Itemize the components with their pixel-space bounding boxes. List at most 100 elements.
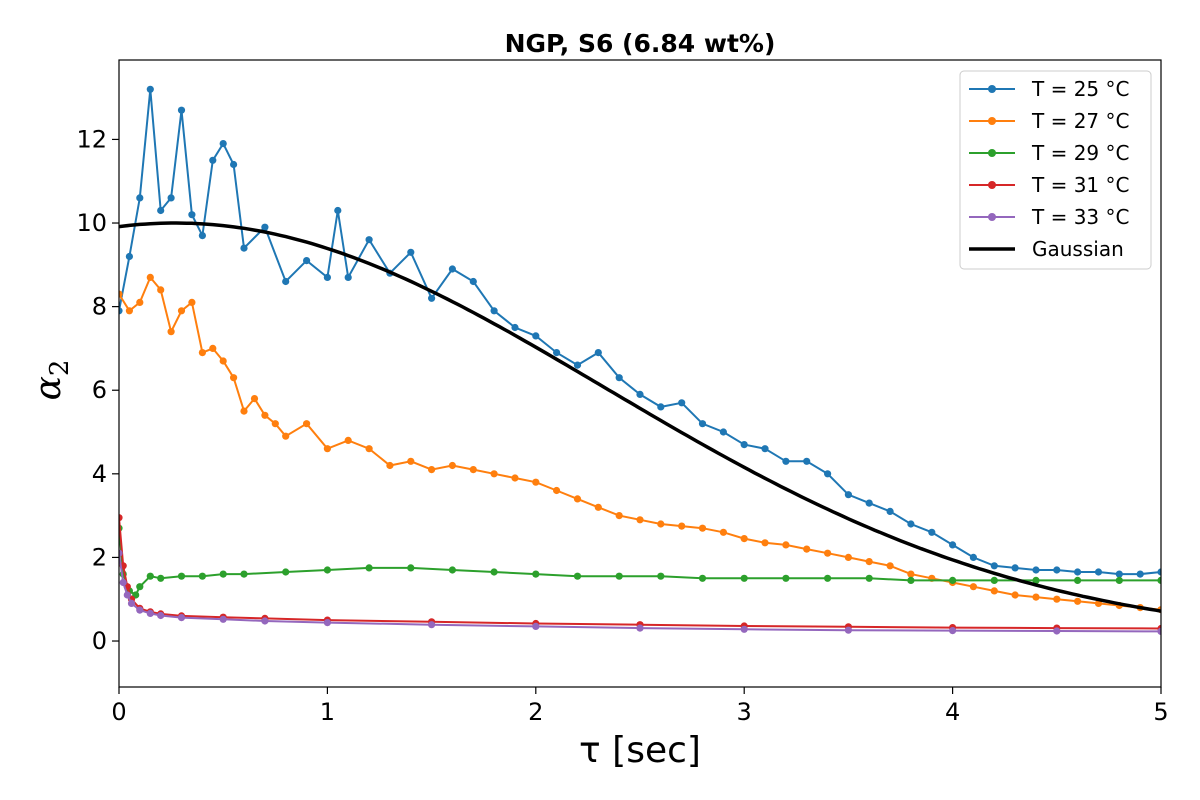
x-axis: 0 1 2 3 4 5 (111, 687, 1169, 726)
data-point (282, 568, 290, 576)
data-point (907, 520, 915, 528)
y-axis-label-sub: 2 (45, 360, 75, 377)
data-point (865, 499, 873, 507)
data-point (323, 445, 331, 453)
data-point (157, 206, 165, 215)
y-axis-label: α2 (28, 360, 75, 401)
legend-marker (988, 117, 996, 125)
data-point (1136, 570, 1144, 578)
data-point (949, 541, 957, 549)
data-point (865, 558, 873, 566)
data-point (824, 574, 832, 582)
data-point (553, 349, 561, 357)
data-point (136, 606, 144, 614)
data-point (573, 495, 582, 503)
y-tick-label: 2 (92, 543, 107, 571)
data-point (323, 273, 331, 281)
series-5 (119, 549, 1161, 635)
data-point (532, 622, 540, 631)
data-point (125, 307, 133, 315)
legend-marker (988, 149, 996, 157)
data-point (636, 390, 644, 398)
data-point (782, 457, 790, 465)
data-point (209, 344, 217, 352)
data-point (1157, 576, 1161, 584)
data-point (198, 349, 206, 357)
y-tick-label: 0 (92, 627, 107, 655)
legend-marker (988, 213, 996, 221)
legend: T = 25 °C T = 27 °C T = 29 °C T = 31 °C T = … (959, 70, 1152, 270)
data-point (615, 572, 623, 580)
data-point (1074, 568, 1082, 576)
data-point (428, 294, 436, 302)
data-point (136, 583, 144, 591)
data-point (886, 507, 894, 515)
data-point (1011, 591, 1019, 599)
legend-label: T = 25 °C (1031, 77, 1129, 101)
svg-text:α2: α2 (28, 360, 75, 401)
data-point (657, 403, 665, 411)
data-point (782, 541, 790, 549)
series-line (119, 89, 1161, 576)
data-point (365, 445, 373, 453)
data-point (230, 160, 238, 169)
data-point (1053, 566, 1061, 574)
data-point (167, 194, 175, 202)
data-point (282, 277, 290, 286)
data-point (573, 572, 582, 580)
plot-frame (118, 59, 1162, 688)
data-point (928, 528, 936, 536)
legend-item: T = 31 °C (969, 173, 1129, 197)
data-point (469, 466, 477, 474)
data-point (261, 223, 269, 231)
data-point (261, 411, 269, 419)
data-point (198, 572, 206, 580)
data-point (949, 627, 957, 635)
series-3 (119, 524, 1161, 599)
data-point (177, 307, 186, 315)
x-tick-label: 3 (737, 698, 752, 726)
data-point (573, 361, 582, 369)
data-point (990, 576, 998, 585)
legend-label: T = 27 °C (1031, 109, 1129, 133)
data-point (553, 486, 561, 495)
data-point (323, 619, 331, 627)
data-point (177, 572, 186, 580)
x-tick-label: 1 (320, 698, 335, 726)
data-point (594, 349, 602, 357)
data-point (240, 570, 248, 578)
data-point (240, 244, 248, 252)
data-point (907, 576, 915, 585)
y-tick-label: 6 (92, 376, 107, 404)
data-point (261, 617, 269, 625)
y-tick-label: 10 (76, 209, 107, 237)
data-point (949, 576, 957, 585)
data-point (365, 564, 373, 572)
data-point (719, 428, 728, 436)
data-point (844, 491, 853, 499)
data-point (511, 474, 519, 482)
y-tick-label: 12 (76, 125, 107, 153)
data-point (865, 574, 873, 582)
data-point (1011, 564, 1019, 572)
data-point (407, 564, 415, 572)
legend-label: T = 29 °C (1031, 141, 1129, 165)
series-line (119, 275, 1161, 611)
data-point (782, 574, 790, 582)
data-point (719, 528, 728, 536)
chart-title: NGP, S6 (6.84 wt%) (505, 29, 776, 58)
y-axis-label-main: α (28, 376, 69, 400)
data-point (698, 420, 707, 428)
data-point (698, 524, 707, 532)
data-point (271, 420, 279, 428)
data-point (146, 609, 154, 618)
legend-item: Gaussian (969, 237, 1124, 261)
data-point (123, 591, 131, 599)
data-point (803, 457, 811, 465)
data-point (803, 545, 811, 553)
data-point (323, 566, 331, 574)
data-point (303, 420, 311, 428)
data-point (136, 194, 144, 202)
data-point (428, 621, 436, 629)
data-point (1074, 576, 1082, 585)
